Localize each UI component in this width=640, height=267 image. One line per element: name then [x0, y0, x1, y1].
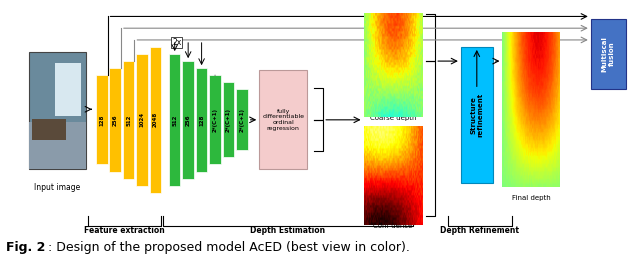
- Text: Depth Estimation: Depth Estimation: [250, 226, 326, 235]
- Bar: [259, 70, 307, 169]
- Text: 128: 128: [99, 114, 104, 125]
- Text: 256: 256: [113, 114, 118, 125]
- Text: 2*(C+1): 2*(C+1): [226, 108, 231, 132]
- Bar: [209, 75, 221, 164]
- Text: Input image: Input image: [35, 183, 81, 192]
- Bar: [236, 89, 248, 150]
- Text: 2*(C+1): 2*(C+1): [239, 108, 244, 132]
- Bar: [150, 47, 161, 193]
- Bar: [31, 119, 67, 140]
- Text: 2048: 2048: [153, 112, 158, 127]
- Bar: [223, 82, 234, 158]
- Text: Conf dense: Conf dense: [373, 223, 413, 229]
- Text: : Design of the proposed model AcED (best view in color).: : Design of the proposed model AcED (bes…: [48, 241, 410, 254]
- Bar: [136, 54, 148, 186]
- Text: 2*(C+1): 2*(C+1): [212, 108, 218, 132]
- Bar: [29, 52, 86, 169]
- Text: Fig. 2: Fig. 2: [6, 241, 46, 254]
- Text: Depth Refinement: Depth Refinement: [440, 226, 520, 235]
- Text: Multiscal
fusion: Multiscal fusion: [602, 36, 615, 72]
- Text: 256: 256: [186, 114, 191, 125]
- Text: Coarse depth: Coarse depth: [370, 115, 416, 121]
- Text: 2x: 2x: [172, 38, 181, 47]
- Text: fully
differentiable
ordinal
regression: fully differentiable ordinal regression: [262, 109, 304, 131]
- Text: 128: 128: [199, 114, 204, 125]
- Bar: [169, 54, 180, 186]
- Bar: [591, 19, 626, 89]
- Bar: [96, 75, 108, 164]
- Bar: [109, 68, 121, 171]
- Bar: [55, 64, 81, 116]
- Text: 512: 512: [172, 114, 177, 125]
- Bar: [182, 61, 194, 179]
- Text: Final depth: Final depth: [512, 195, 550, 201]
- Text: 512: 512: [126, 114, 131, 125]
- Bar: [29, 122, 86, 169]
- Text: 1024: 1024: [140, 112, 145, 127]
- Text: Feature extraction: Feature extraction: [84, 226, 165, 235]
- Text: Structure
refinement: Structure refinement: [470, 93, 483, 137]
- Bar: [123, 61, 134, 179]
- Bar: [461, 47, 493, 183]
- Bar: [196, 68, 207, 171]
